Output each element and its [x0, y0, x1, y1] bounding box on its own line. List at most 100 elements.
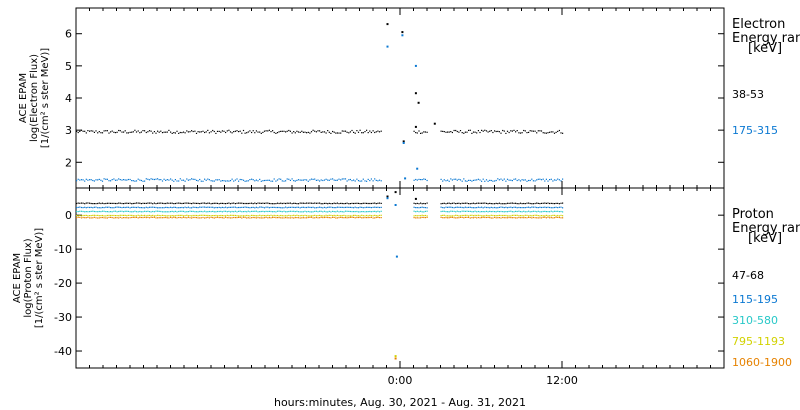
electron-point-2	[356, 178, 358, 180]
proton-point-2	[95, 206, 97, 208]
proton-point-1	[199, 203, 201, 205]
electron-point-1	[315, 131, 317, 133]
proton-point-4	[555, 215, 557, 217]
electron-point-2	[351, 180, 353, 182]
electron-point-2	[233, 180, 235, 182]
proton-point-1	[246, 202, 248, 205]
proton-point-3	[272, 211, 274, 213]
proton-point-1	[361, 203, 363, 205]
electron-point-2	[259, 178, 261, 180]
proton-point-5	[288, 217, 290, 219]
proton-point-4	[225, 215, 227, 217]
proton-point-1	[413, 202, 415, 204]
proton-point-1	[186, 202, 188, 204]
electron-point-1	[249, 130, 251, 132]
proton-point-4	[418, 215, 420, 217]
electron-point-2	[348, 179, 350, 181]
proton-point-2	[513, 206, 515, 208]
proton-point-3	[415, 211, 417, 213]
electron-point-1	[259, 131, 261, 133]
proton-point-2	[534, 206, 536, 208]
proton-point-1	[170, 202, 172, 204]
proton-point-4	[492, 214, 494, 217]
electron-point-1	[296, 130, 298, 132]
proton-point-3	[80, 210, 83, 212]
electron-point-1	[85, 132, 87, 134]
proton-point-5	[547, 216, 549, 218]
proton-point-5	[485, 216, 488, 219]
electron-point-2	[182, 179, 185, 181]
proton-point-2	[171, 207, 173, 209]
electron-point-1	[212, 129, 214, 132]
electron-point-2	[463, 178, 465, 180]
proton-point-5	[471, 217, 473, 219]
proton-point-5	[82, 216, 84, 219]
proton-point-2	[187, 206, 189, 208]
electron-point-1	[448, 131, 450, 133]
proton-point-4	[189, 215, 191, 217]
proton-point-5	[519, 217, 522, 219]
proton-point-4	[557, 214, 559, 217]
electron-point-2	[479, 179, 481, 181]
electron-point-1	[90, 130, 92, 132]
electron-point-2	[189, 179, 191, 181]
electron-spike-point-1	[414, 125, 417, 128]
proton-point-3	[260, 210, 262, 213]
proton-point-5	[204, 217, 206, 219]
proton-point-5	[442, 217, 444, 219]
proton-point-2	[238, 206, 240, 209]
proton-point-2	[492, 207, 494, 209]
electron-point-2	[498, 179, 500, 181]
proton-point-5	[205, 217, 207, 219]
proton-point-1	[323, 202, 326, 204]
proton-point-3	[477, 210, 479, 213]
electron-point-1	[369, 130, 371, 132]
proton-point-3	[144, 210, 146, 212]
proton-point-5	[362, 217, 364, 219]
proton-point-1	[549, 202, 551, 205]
proton-point-3	[100, 211, 102, 213]
proton-point-2	[500, 206, 502, 208]
electron-point-2	[187, 179, 189, 181]
proton-point-1	[464, 202, 466, 204]
proton-point-2	[424, 207, 426, 209]
electron-point-2	[108, 180, 110, 182]
proton-point-1	[356, 202, 358, 204]
proton-point-3	[540, 211, 543, 213]
proton-point-1	[123, 203, 125, 205]
proton-point-3	[426, 210, 428, 212]
proton-point-1	[98, 202, 100, 204]
proton-point-5	[424, 217, 426, 219]
proton-point-5	[283, 217, 285, 219]
electron-point-2	[353, 179, 355, 181]
proton-point-5	[529, 216, 531, 219]
proton-point-3	[455, 211, 457, 213]
proton-point-4	[197, 215, 199, 217]
proton-point-5	[260, 217, 262, 219]
proton-point-3	[325, 211, 327, 213]
proton-point-4	[208, 215, 210, 217]
electron-point-1	[354, 132, 356, 134]
electron-point-1	[515, 131, 517, 133]
proton-point-3	[234, 210, 236, 212]
proton-point-5	[319, 217, 321, 219]
electron-point-2	[553, 179, 556, 181]
proton-point-1	[424, 203, 426, 205]
proton-point-4	[455, 214, 457, 216]
proton-point-5	[450, 216, 452, 218]
proton-point-2	[84, 206, 86, 208]
electron-point-2	[450, 178, 452, 180]
proton-point-3	[247, 210, 249, 212]
proton-point-3	[215, 211, 217, 213]
electron-point-2	[270, 180, 272, 182]
proton-point-1	[346, 202, 348, 204]
proton-point-2	[320, 206, 322, 209]
proton-point-2	[147, 207, 149, 209]
proton-spike-point-1	[414, 197, 417, 200]
proton-point-3	[464, 210, 466, 212]
proton-point-2	[524, 207, 526, 209]
proton-point-2	[158, 207, 160, 209]
proton-point-5	[351, 216, 353, 218]
proton-point-3	[518, 210, 520, 212]
proton-point-5	[163, 217, 165, 219]
